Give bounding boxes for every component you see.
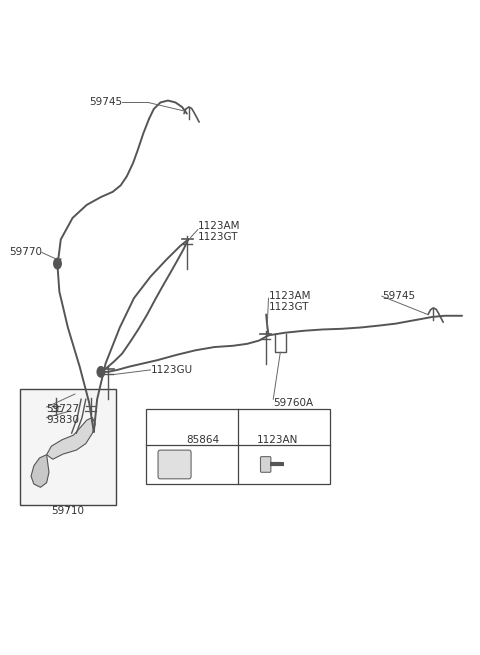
Text: 59710: 59710 — [51, 506, 84, 516]
Polygon shape — [47, 417, 95, 459]
Text: 59770: 59770 — [9, 248, 42, 257]
Circle shape — [54, 258, 61, 269]
FancyBboxPatch shape — [261, 457, 271, 472]
Text: 85864: 85864 — [186, 435, 219, 445]
Text: 1123GT: 1123GT — [198, 233, 238, 242]
Polygon shape — [31, 455, 49, 487]
Text: 59727: 59727 — [47, 404, 80, 414]
Text: 1123AN: 1123AN — [257, 435, 299, 445]
Bar — [146, 409, 330, 484]
Text: 1123GT: 1123GT — [268, 302, 309, 312]
Text: 59745: 59745 — [382, 291, 415, 301]
Text: 59745: 59745 — [89, 98, 122, 107]
FancyBboxPatch shape — [158, 450, 191, 479]
Bar — [20, 389, 117, 505]
Text: 59760A: 59760A — [273, 398, 313, 407]
Text: 1123AM: 1123AM — [268, 291, 311, 301]
Text: 93830: 93830 — [47, 415, 80, 425]
Text: 1123AM: 1123AM — [198, 221, 240, 231]
Circle shape — [97, 367, 105, 377]
Text: 1123GU: 1123GU — [151, 365, 192, 375]
